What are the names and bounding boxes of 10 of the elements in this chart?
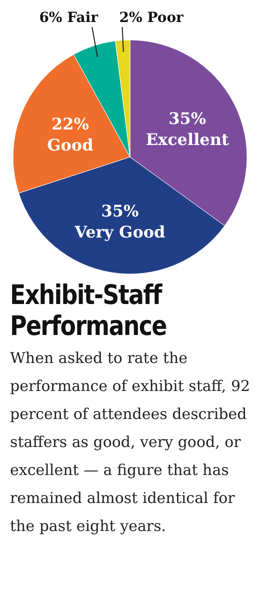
slice-label: Good (47, 135, 94, 154)
slice-label: Excellent (146, 130, 230, 149)
text: When asked to rate the performance of exhibit staff, 92 percent of attendees described staffers as good, very good, or excellent — a figure that has remained almost identical for the past eight years. (10, 348, 252, 537)
slice-label: Very Good (74, 222, 166, 242)
data-label: 35% (101, 202, 139, 221)
data-label: 22% (51, 114, 89, 134)
data-label: 35% (168, 108, 206, 128)
text: Exhibit-Staff Performance (10, 280, 168, 342)
slice-label: 2% Poor (119, 10, 184, 26)
slice-label: 6% Fair (39, 10, 99, 26)
